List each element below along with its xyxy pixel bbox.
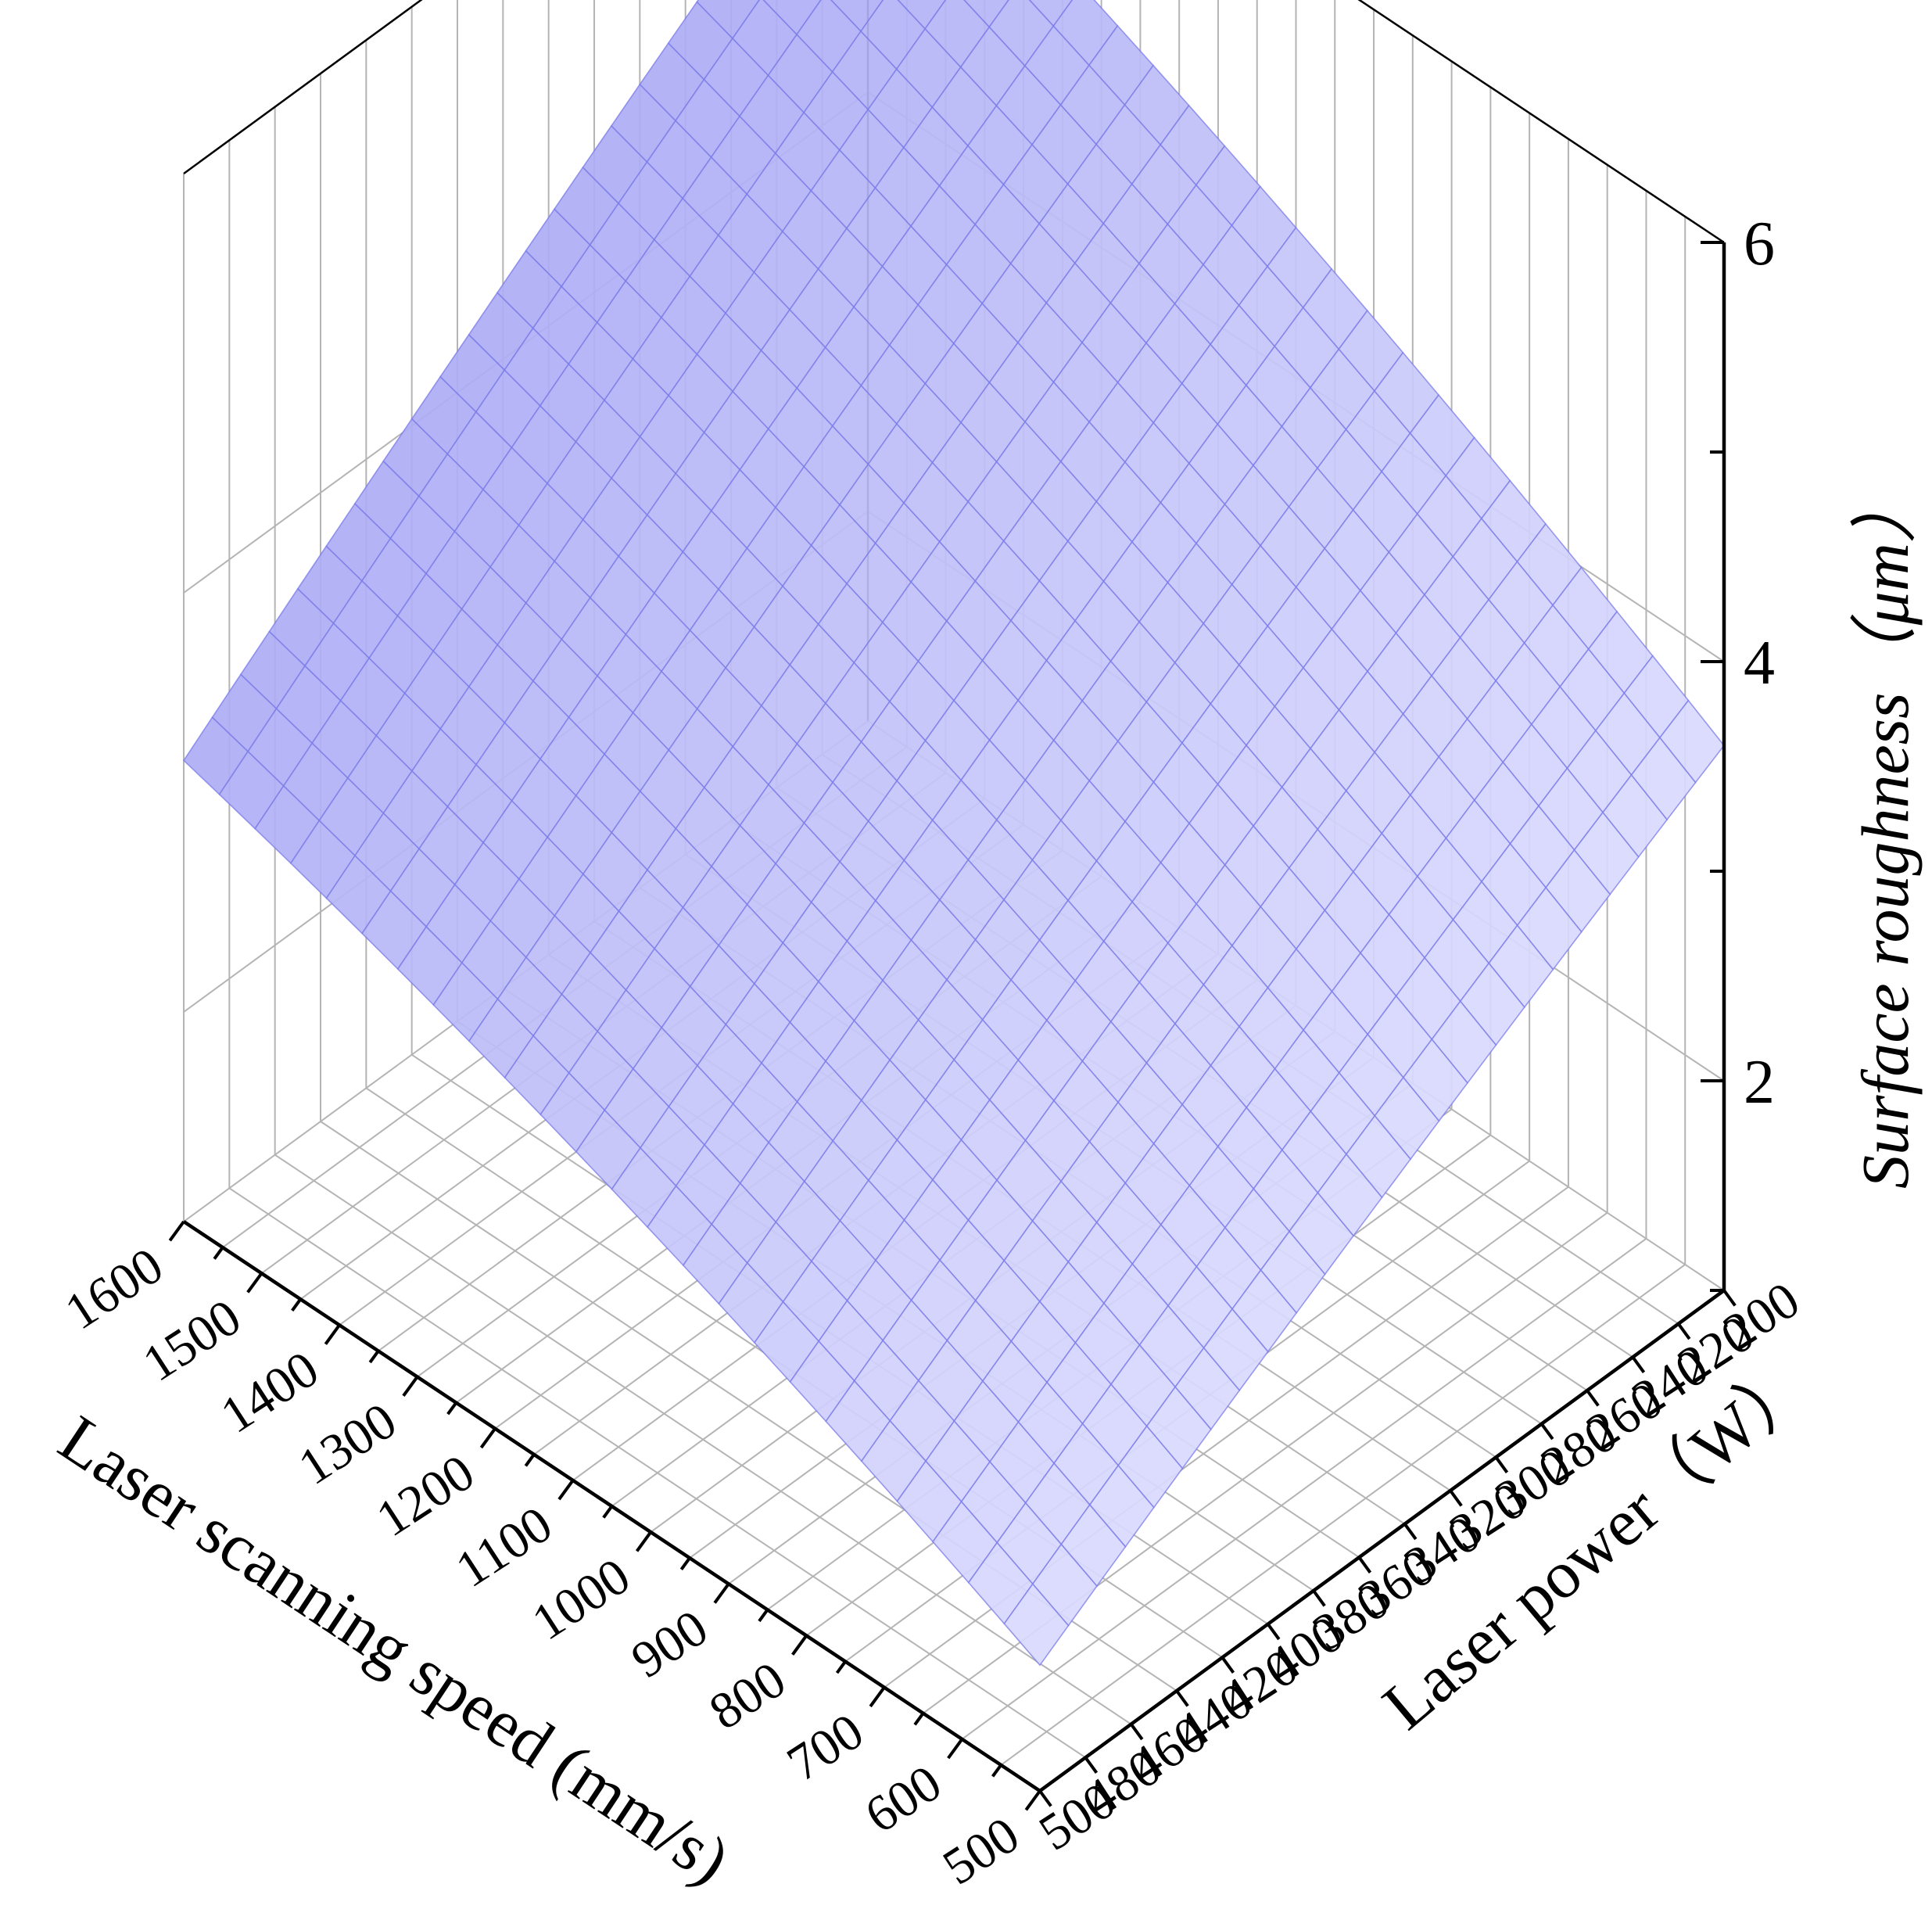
x-tick-label: 600 [855,1754,952,1844]
z-tick-labels: 2 4 6 [1744,210,1775,1117]
y-tick-mark [1175,1689,1189,1707]
x-tick-mark [758,1609,769,1623]
floor-gridline [274,1154,1132,1725]
x-tick-label: 1000 [522,1547,640,1651]
z-axis-title: Surface roughness（μm） [1848,475,1923,1189]
wall-edge [183,0,423,175]
y-tick-mark [1677,1322,1691,1340]
y-tick-mark [1312,1589,1326,1607]
y-tick-mark [1722,1289,1737,1307]
x-tick-label: 1500 [133,1289,250,1393]
x-tick-mark [835,1660,847,1674]
x-tick-mark [679,1557,691,1570]
x-tick-label: 900 [622,1599,718,1689]
wall-edge [1357,0,1725,244]
y-tick-mark [1220,1656,1235,1674]
y-tick-mark [1540,1423,1554,1441]
y-axis-line [1038,1289,1726,1792]
x-tick-mark [524,1453,536,1467]
y-tick-mark [1267,1623,1281,1641]
z-tick-label: 6 [1744,210,1775,278]
x-tick-mark [168,1220,185,1242]
x-tick-label: 1100 [446,1495,561,1599]
x-tick-mark [713,1583,730,1604]
surface-plot [182,0,1726,1667]
y-tick-mark [1631,1356,1646,1373]
z-tick-label: 2 [1744,1048,1775,1117]
x-tick-mark [324,1324,341,1345]
x-tick-label: 1300 [289,1392,406,1496]
y-tick-mark [1449,1489,1463,1507]
y-tick-mark [1586,1389,1600,1407]
x-tick-mark [291,1298,302,1312]
y-tick-mark [1403,1523,1418,1541]
x-tick-mark [446,1401,458,1416]
floor-gridline [1000,1264,1686,1766]
axes [168,241,1737,1811]
x-tick-label: 700 [777,1703,873,1792]
floor-gridline [961,1238,1647,1740]
x-tick-mark [246,1272,263,1294]
x-tick-mark [913,1712,925,1726]
x-tick-label: 500 [933,1806,1029,1896]
x-tick-label: 1200 [367,1444,484,1548]
x-tick-mark [368,1350,380,1364]
x-tick-mark [635,1530,652,1552]
y-tick-mark [1130,1723,1144,1741]
x-tick-mark [1024,1789,1041,1811]
x-tick-mark [791,1634,808,1656]
y-tick-mark [1494,1456,1509,1473]
x-tick-label: 1400 [211,1340,328,1444]
x-tick-mark [991,1764,1002,1778]
y-tick-mark [1038,1789,1052,1807]
x-tick-mark [557,1479,575,1501]
z-tick-label: 4 [1744,629,1775,698]
x-tick-label: 800 [700,1651,796,1741]
y-tick-mark [1357,1556,1372,1573]
surface-cell [1003,1583,1070,1667]
x-tick-mark [869,1686,886,1708]
x-tick-mark [602,1505,614,1519]
y-tick-mark [1084,1756,1099,1774]
x-tick-mark [479,1427,496,1449]
x-tick-mark [947,1738,964,1760]
x-tick-mark [213,1246,224,1260]
x-tick-label: 1600 [56,1236,173,1340]
x-tick-mark [402,1376,419,1398]
floor-gridline [228,1187,1086,1759]
